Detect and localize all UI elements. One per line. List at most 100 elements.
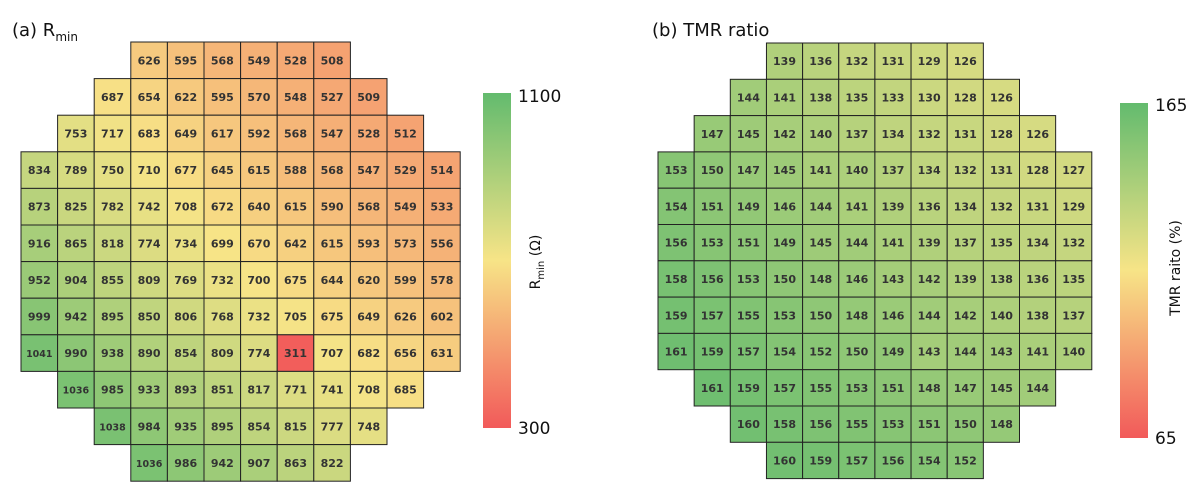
- panel-a-cell-label: 626: [394, 311, 417, 324]
- panel-b-cell: [765, 42, 804, 80]
- panel-b-cell: [693, 369, 731, 407]
- panel-b-cell-label: 134: [1026, 237, 1049, 250]
- panel-b-cell-label: 156: [809, 418, 832, 431]
- panel-b-cell-label: 149: [881, 346, 904, 359]
- panel-b-cell-label: 149: [773, 237, 796, 250]
- panel-b-heatmap: 139 136 132 131 129 126 144 141 138 135 133 130 128 1…: [657, 42, 1093, 480]
- panel-a-cell-label: 568: [321, 164, 344, 177]
- panel-a-cell-label: 708: [357, 384, 380, 397]
- panel-a-cell: [240, 297, 278, 336]
- panel-b-cell: [765, 369, 804, 407]
- panel-b-cell-label: 144: [1026, 382, 1049, 395]
- panel-b-cell-label: 154: [773, 346, 796, 359]
- panel-b-cell-label: 132: [1062, 237, 1085, 250]
- panel-a-cell-label: 890: [138, 347, 161, 360]
- panel-a-cell: [130, 114, 168, 153]
- panel-a-cell-label: 509: [357, 91, 380, 104]
- panel-b-cell: [802, 42, 840, 80]
- panel-a-cell-label: 590: [321, 201, 344, 214]
- panel-a-cell-label: 508: [321, 54, 344, 67]
- panel-b-cell-label: 138: [809, 91, 832, 104]
- panel-a-cell: [240, 334, 278, 372]
- panel-b-cell-label: 139: [954, 273, 977, 286]
- panel-b-cell-label: 139: [881, 200, 904, 213]
- panel-b-cell-label: 141: [1026, 346, 1049, 359]
- panel-a-cell-label: 768: [211, 311, 234, 324]
- panel-a-cell: [386, 224, 425, 263]
- panel-b-cell-label: 137: [954, 237, 977, 250]
- panel-b-cell: [802, 151, 840, 189]
- panel-b-cell-label: 141: [809, 164, 832, 177]
- panel-b-cell: [910, 405, 948, 443]
- panel-a-cell-label: 656: [394, 347, 417, 360]
- panel-b-cell: [946, 115, 984, 153]
- panel-b-cell: [838, 42, 876, 80]
- panel-a-cell-label: 617: [211, 128, 234, 141]
- panel-a-cell-label: 615: [321, 237, 344, 250]
- panel-a-cell-label: 705: [284, 311, 307, 324]
- panel-b-cell-label: 155: [845, 418, 868, 431]
- panel-b-cell-label: 145: [809, 237, 832, 250]
- panel-b-cell-label: 157: [701, 309, 724, 322]
- panel-b-cell: [982, 78, 1020, 117]
- panel-a-cell: [130, 41, 168, 80]
- panel-a-cell-label: 942: [211, 457, 234, 470]
- panel-b-cell-label: 132: [845, 55, 868, 68]
- panel-a-cell: [166, 224, 205, 263]
- panel-a-cell: [313, 187, 351, 226]
- panel-a-cell-label: 774: [247, 347, 270, 360]
- panel-a-cell: [203, 187, 242, 226]
- panel-b-cell-label: 128: [954, 91, 977, 104]
- panel-b-cell-label: 146: [881, 309, 904, 322]
- panel-a-cell: [386, 114, 425, 153]
- panel-b-cell-label: 140: [990, 309, 1013, 322]
- panel-b-cell-label: 145: [773, 164, 796, 177]
- panel-a-cell: [166, 444, 205, 482]
- panel-a-cell-label: 707: [321, 347, 344, 360]
- panel-a-cell: [93, 370, 132, 409]
- panel-b-cell-label: 141: [881, 237, 904, 250]
- panel-b-cell: [657, 296, 695, 334]
- panel-b-cell-label: 129: [918, 55, 941, 68]
- panel-b-cell-label: 147: [737, 164, 760, 177]
- panel-a-cell: [130, 78, 168, 116]
- panel-a-cell-label: 644: [321, 274, 344, 287]
- panel-b-cell-label: 143: [990, 346, 1013, 359]
- panel-b-cell-label: 131: [1026, 200, 1049, 213]
- panel-a-cell: [93, 407, 132, 446]
- panel-a-cell-label: 620: [357, 274, 380, 287]
- panel-b-cell-label: 143: [918, 346, 941, 359]
- panel-b-cell-label: 144: [809, 200, 832, 213]
- panel-b-cell-label: 155: [809, 382, 832, 395]
- panel-a-cell-label: 1041: [26, 349, 52, 360]
- panel-a-cell: [57, 224, 95, 263]
- panel-a-cell-label: 822: [321, 457, 344, 470]
- panel-b-cell-label: 156: [881, 454, 904, 467]
- panel-b-cell: [982, 187, 1020, 225]
- panel-b-cell: [765, 332, 804, 371]
- panel-a-cell: [166, 151, 205, 189]
- panel-a-cell: [93, 224, 132, 263]
- panel-a-cell-label: 809: [211, 347, 234, 360]
- panel-a-cell-label: 549: [247, 54, 270, 67]
- panel-a-cell-label: 529: [394, 164, 417, 177]
- panel-b-cell-label: 139: [773, 55, 796, 68]
- panel-a-cell-label: 512: [394, 128, 417, 141]
- panel-a-cell-label: 806: [174, 311, 197, 324]
- panel-b-cell: [910, 441, 948, 480]
- panel-a-cell-label: 578: [430, 274, 453, 287]
- panel-b-cell: [1019, 224, 1057, 262]
- panel-b-cell-label: 154: [665, 200, 688, 213]
- panel-a-cell-label: 834: [28, 164, 51, 177]
- panel-b-cell-label: 148: [990, 418, 1013, 431]
- panel-b-cell: [838, 187, 876, 225]
- panel-a-cell-label: 568: [211, 54, 234, 67]
- panel-b-cell-label: 143: [881, 273, 904, 286]
- panel-a-cell-label: 547: [321, 128, 344, 141]
- panel-a-cell: [57, 370, 95, 409]
- panel-b-cell: [657, 187, 695, 225]
- panel-b-cell: [910, 224, 948, 262]
- panel-a-cell: [276, 261, 315, 299]
- panel-a-cell: [166, 334, 205, 372]
